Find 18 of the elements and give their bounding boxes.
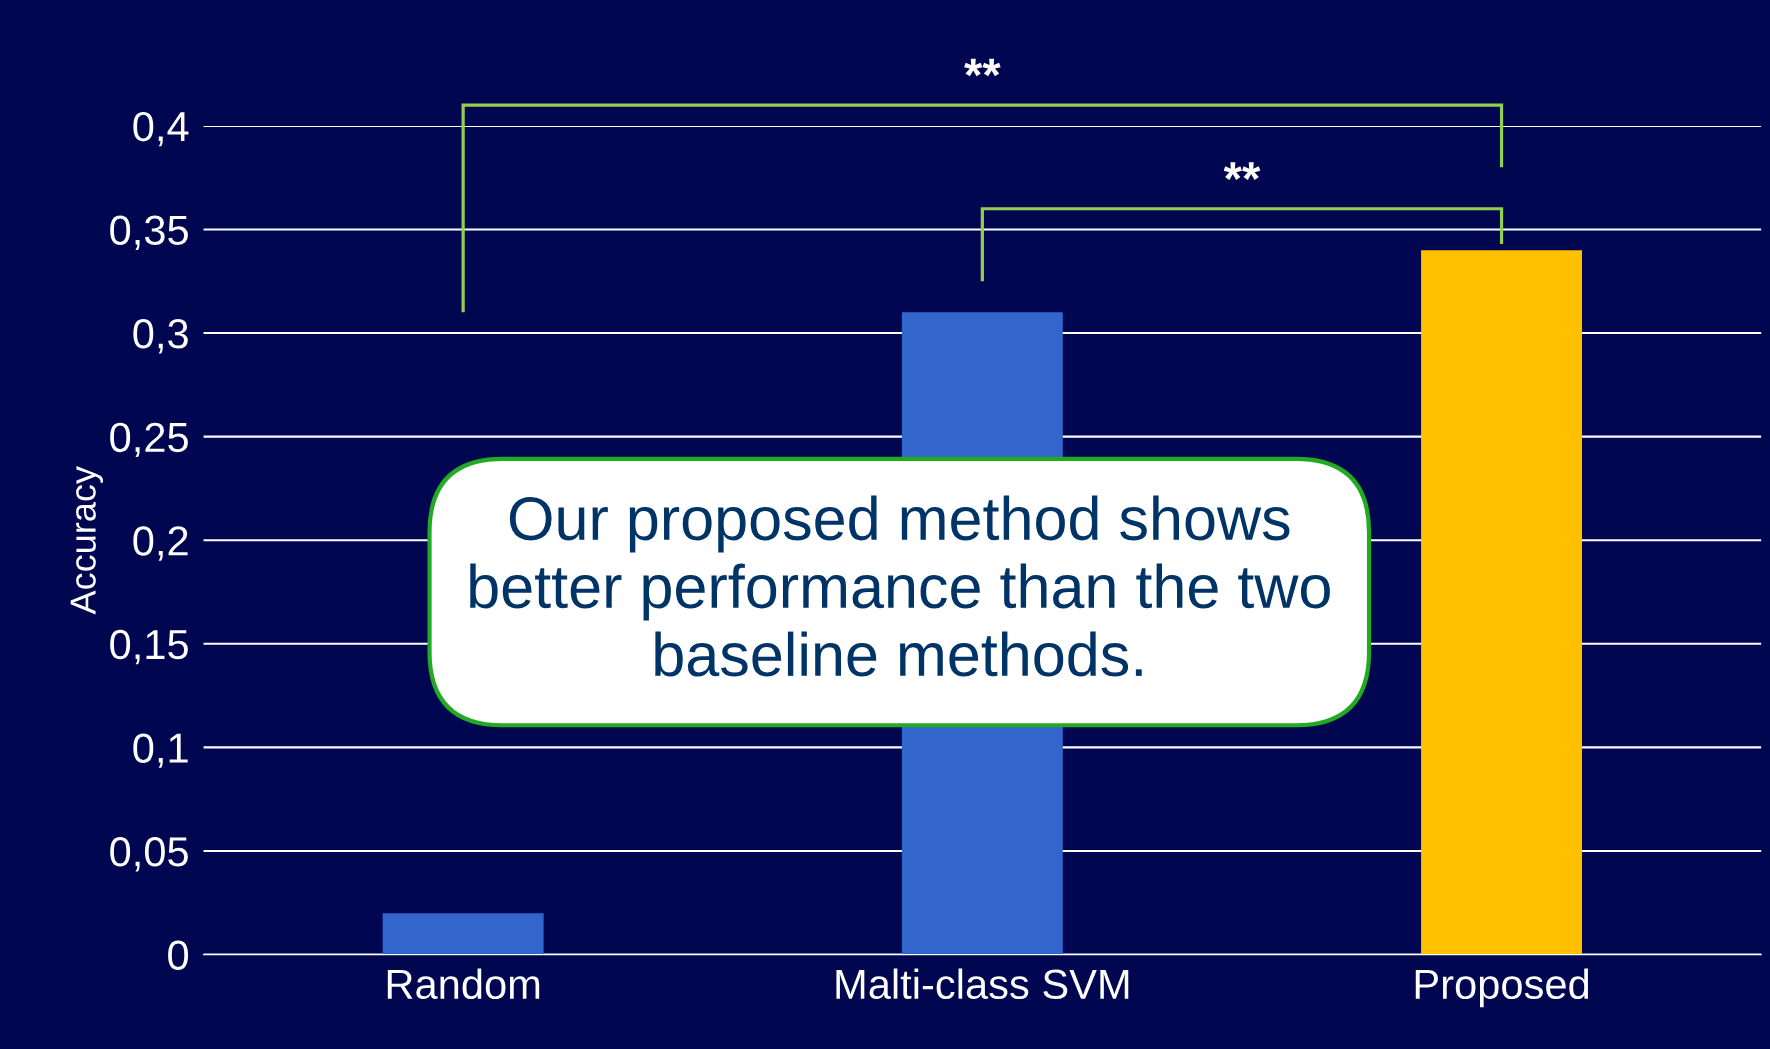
- annotation: Our proposed method shows better performance than the two baseline methods.: [470, 495, 1330, 677]
- text: **: [964, 58, 1001, 77]
- y-tick-label: 0,4: [133, 111, 189, 147]
- x-tick-label: Proposed: [1415, 968, 1589, 1008]
- y-tick-label: 0,3: [133, 319, 188, 354]
- x-tick-label: Malti-class SVM: [836, 968, 1129, 1000]
- y-tick-label: 0,35: [110, 215, 188, 250]
- y-tick-label: 0,05: [110, 837, 188, 872]
- y-axis-title: Accuracy: [70, 466, 104, 615]
- x-tick-label: Random: [387, 968, 540, 1000]
- y-tick-label: 0: [168, 940, 189, 971]
- y-tick-label: 0,15: [110, 629, 188, 665]
- y-tick-label: 0,25: [110, 422, 188, 458]
- bar: [382, 913, 544, 955]
- annotation: **: [1223, 162, 1261, 180]
- y-tick-label: 0,2: [133, 526, 188, 561]
- bar: [1421, 250, 1583, 955]
- y-tick-label: 0,1: [133, 733, 188, 768]
